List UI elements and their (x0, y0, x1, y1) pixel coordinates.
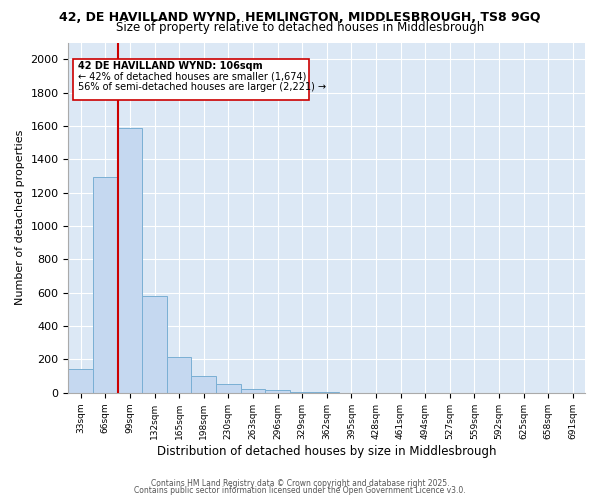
Bar (314, 392, 339, 393)
Text: Contains public sector information licensed under the Open Government Licence v3: Contains public sector information licen… (134, 486, 466, 495)
Text: 42, DE HAVILLAND WYND, HEMLINGTON, MIDDLESBROUGH, TS8 9GQ: 42, DE HAVILLAND WYND, HEMLINGTON, MIDDL… (59, 11, 541, 24)
Bar (118, 128, 142, 393)
Text: ← 42% of detached houses are smaller (1,674): ← 42% of detached houses are smaller (1,… (78, 72, 307, 82)
X-axis label: Distribution of detached houses by size in Middlesbrough: Distribution of detached houses by size … (157, 444, 496, 458)
Bar (191, 376, 216, 393)
Bar (73, 59, 310, 100)
Bar (216, 384, 241, 393)
Text: 42 DE HAVILLAND WYND: 106sqm: 42 DE HAVILLAND WYND: 106sqm (78, 61, 263, 71)
Text: 56% of semi-detached houses are larger (2,221) →: 56% of semi-detached houses are larger (… (78, 82, 326, 92)
Bar (241, 388, 265, 393)
Bar (68, 370, 93, 393)
Bar (93, 177, 118, 393)
Bar (265, 390, 290, 393)
Bar (142, 296, 167, 393)
Text: Contains HM Land Registry data © Crown copyright and database right 2025.: Contains HM Land Registry data © Crown c… (151, 478, 449, 488)
Text: Size of property relative to detached houses in Middlesbrough: Size of property relative to detached ho… (116, 22, 484, 35)
Y-axis label: Number of detached properties: Number of detached properties (15, 130, 25, 306)
Bar (167, 357, 191, 393)
Bar (290, 392, 314, 393)
